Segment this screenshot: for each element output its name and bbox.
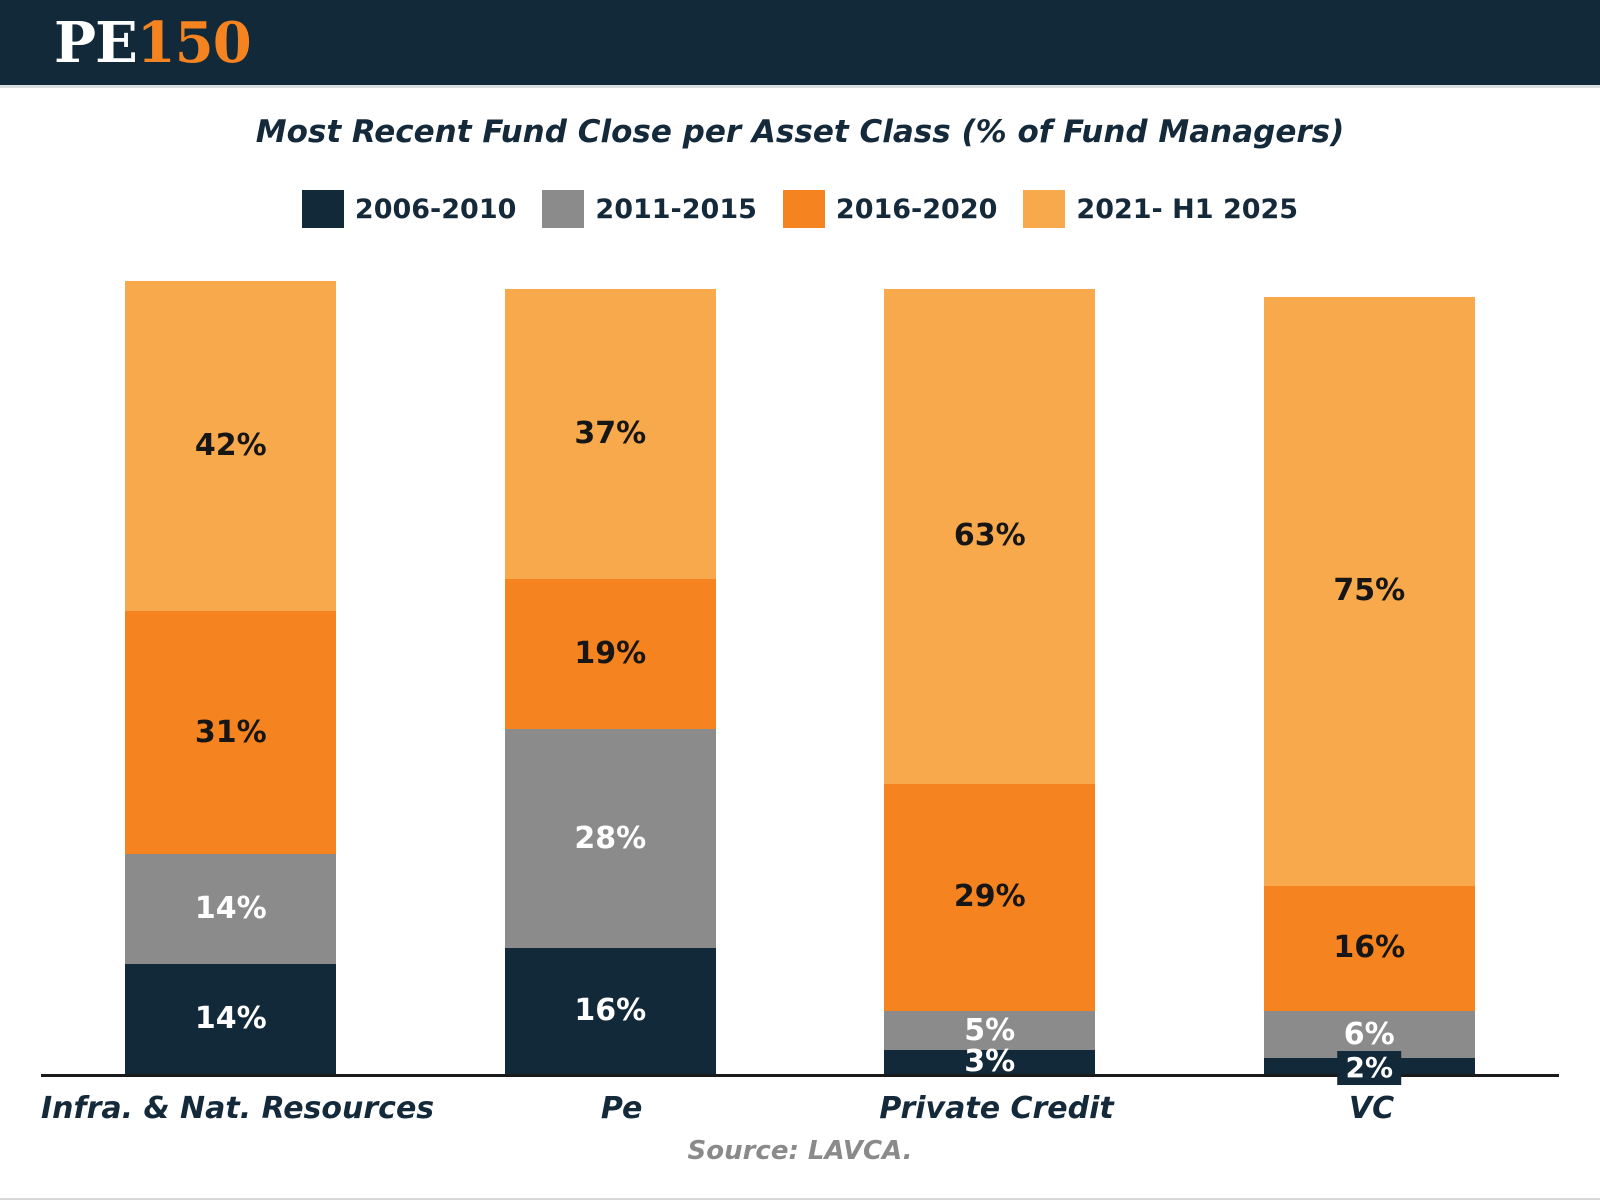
- bar-column: 75% 16% 6% 2%: [1180, 296, 1560, 1085]
- legend-swatch: [782, 190, 825, 228]
- bar-segment: 28%: [504, 728, 716, 949]
- legend-item: 2021- H1 2025: [1023, 190, 1298, 228]
- plot-area: 42% 31% 14% 14% 37% 19% 28% 16% 63% 29% 5% 3% 75% 16%…: [41, 281, 1560, 1085]
- logo-text-150: 150: [136, 9, 252, 76]
- stacked-bar: 42% 31% 14% 14%: [125, 281, 337, 1074]
- bar-segment: 14%: [125, 854, 337, 965]
- x-axis-label: Infra. & Nat. Resources: [41, 1091, 435, 1126]
- pe150-logo: PE 150: [54, 9, 252, 76]
- legend-swatch: [542, 190, 585, 228]
- bar-column: 42% 31% 14% 14%: [41, 281, 421, 1074]
- bar-segment: 16%: [1263, 885, 1475, 1012]
- legend-label: 2021- H1 2025: [1076, 193, 1299, 225]
- bar-segment: 29%: [884, 783, 1096, 1012]
- x-axis-label: Pe: [600, 1091, 643, 1126]
- bar-segment: 5%: [884, 1011, 1096, 1051]
- legend-item: 2016-2020: [782, 190, 998, 228]
- legend-swatch: [1023, 190, 1066, 228]
- stacked-bar: 75% 16% 6% 2%: [1263, 296, 1475, 1085]
- bar-column: 63% 29% 5% 3%: [800, 289, 1180, 1076]
- legend-swatch: [301, 190, 344, 228]
- bar-segment: 31%: [125, 610, 337, 855]
- legend-label: 2011-2015: [595, 193, 757, 225]
- stacked-bar-chart: 42% 31% 14% 14% 37% 19% 28% 16% 63% 29% 5% 3% 75% 16%…: [41, 281, 1560, 1126]
- legend-label: 2016-2020: [835, 193, 998, 225]
- bar-segment: 19%: [504, 579, 716, 729]
- bar-segment: 3%: [884, 1047, 1096, 1076]
- bar-segment: 16%: [504, 948, 716, 1074]
- stacked-bar: 37% 19% 28% 16%: [504, 289, 716, 1074]
- legend-label: 2006-2010: [354, 193, 517, 225]
- x-axis-label: Private Credit: [879, 1091, 1114, 1126]
- bar-segment: 37%: [504, 289, 716, 580]
- header-bar: PE 150: [0, 0, 1600, 88]
- bar-segment: 75%: [1263, 296, 1475, 886]
- legend-item: 2011-2015: [542, 190, 757, 228]
- logo-text-pe: PE: [54, 9, 138, 76]
- chart-title: Most Recent Fund Close per Asset Class (…: [255, 114, 1345, 150]
- source-note: Source: LAVCA.: [687, 1136, 913, 1166]
- bar-segment: 63%: [884, 289, 1096, 784]
- bar-segment: 14%: [125, 964, 337, 1074]
- stacked-bar: 63% 29% 5% 3%: [884, 289, 1096, 1076]
- bar-segment: 6%: [1263, 1011, 1475, 1059]
- x-axis-label: VC: [1348, 1091, 1395, 1126]
- bar-segment: 42%: [125, 281, 337, 611]
- legend: 2006-2010 2011-2015 2016-2020 2021- H1 2025: [0, 190, 1600, 228]
- legend-item: 2006-2010: [301, 190, 517, 228]
- bar-column: 37% 19% 28% 16%: [421, 289, 801, 1074]
- x-axis-labels: Infra. & Nat. Resources Pe Private Credit V…: [41, 1091, 1559, 1126]
- bar-segment-label-chip: 2%: [1337, 1051, 1402, 1085]
